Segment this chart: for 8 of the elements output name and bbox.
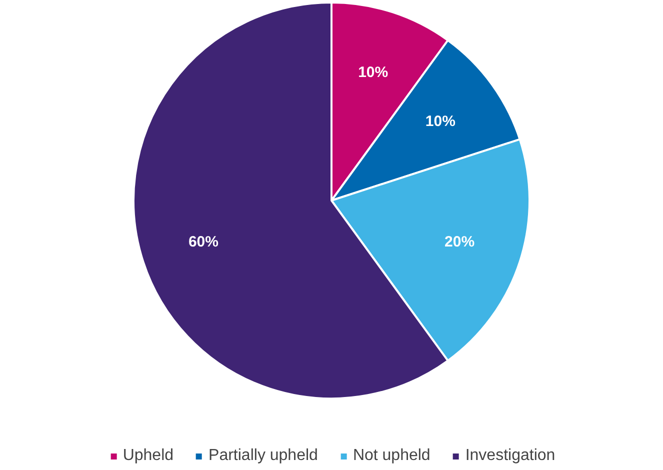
data-label: 60% [188,234,218,251]
data-label: 20% [444,234,475,251]
legend-label: Investigation [465,447,556,465]
legend-label: Upheld [122,447,174,465]
legend-label: Not upheld [352,447,430,465]
legend-label: Partially upheld [208,447,318,465]
data-label: 10% [358,64,388,81]
data-label: 10% [425,112,456,130]
